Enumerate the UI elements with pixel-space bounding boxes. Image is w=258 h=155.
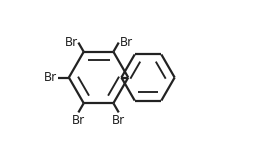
Text: Br: Br	[119, 36, 133, 49]
Text: Br: Br	[72, 114, 85, 127]
Text: Br: Br	[44, 71, 58, 84]
Text: Br: Br	[112, 114, 125, 127]
Text: Br: Br	[64, 36, 78, 49]
